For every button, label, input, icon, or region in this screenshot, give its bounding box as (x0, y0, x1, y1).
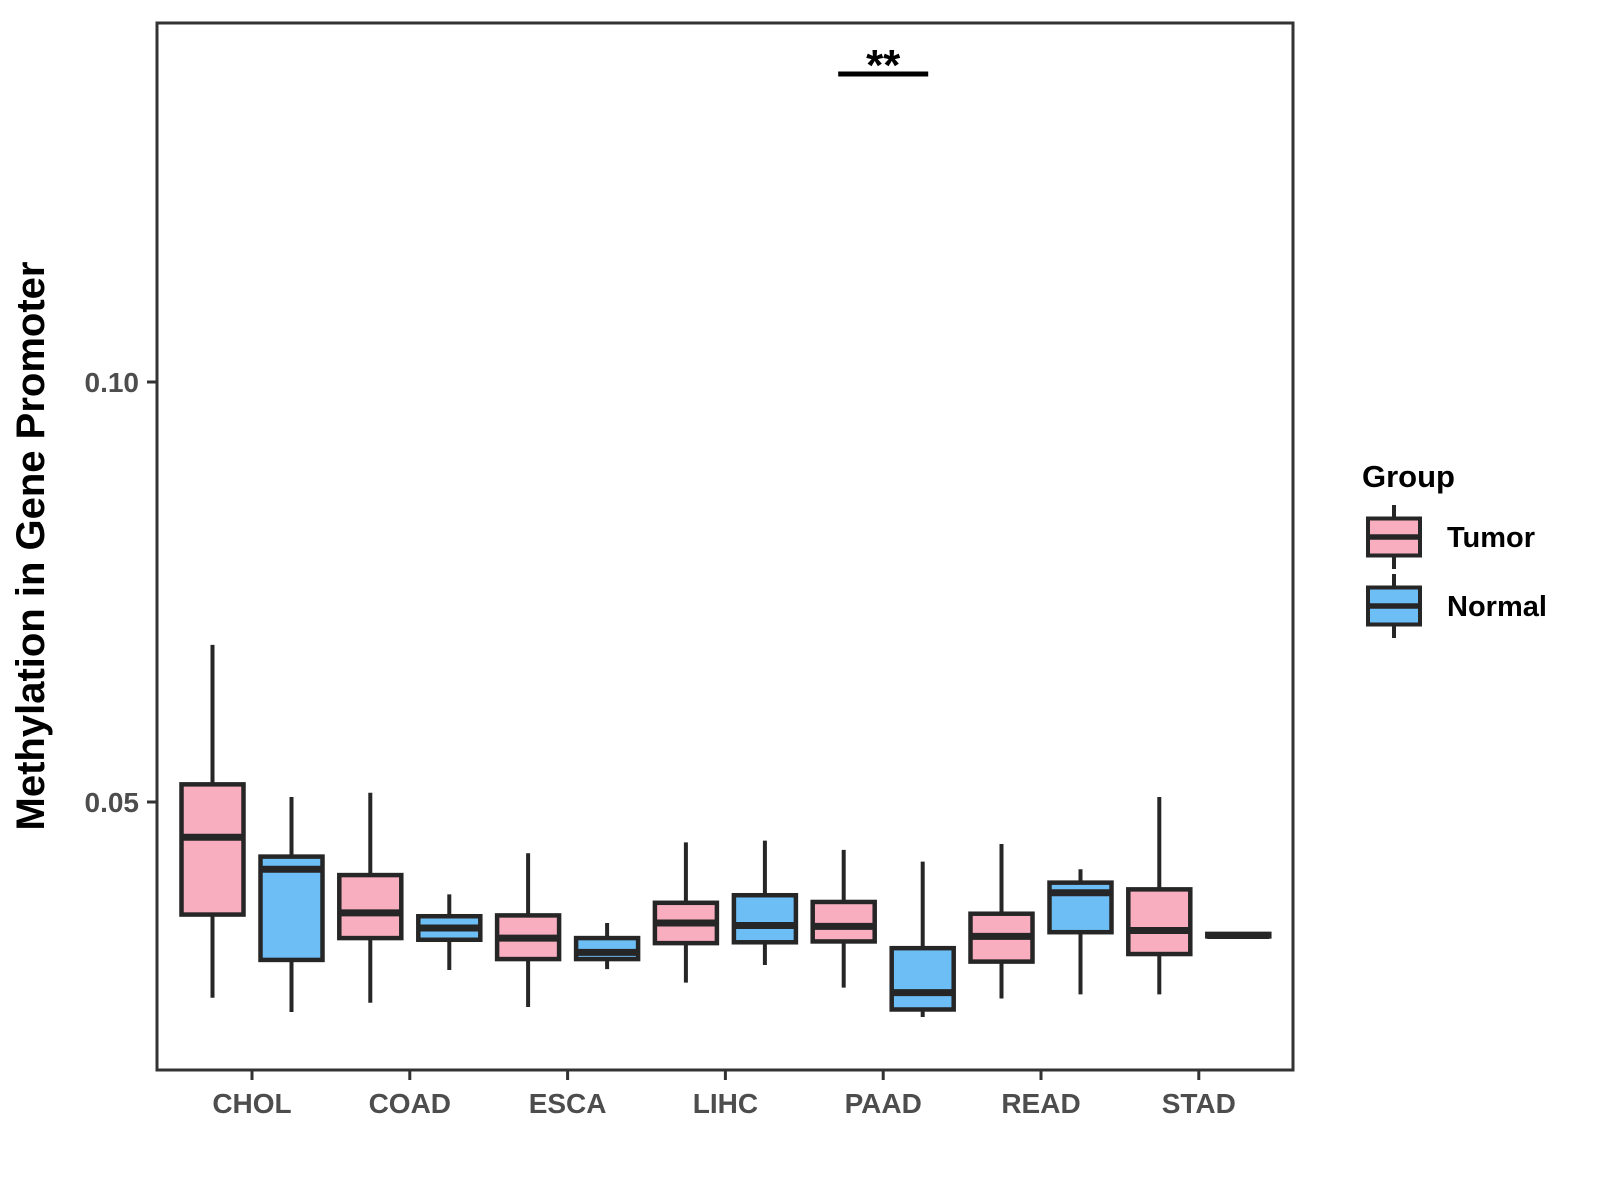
x-tick-label: PAAD (845, 1088, 922, 1119)
x-tick-label: READ (1001, 1088, 1080, 1119)
legend-key-tumor (1366, 505, 1422, 569)
x-tick-label: STAD (1162, 1088, 1236, 1119)
significance-label: ** (866, 41, 901, 90)
box-normal-esca (573, 935, 641, 962)
box-normal-lihc (731, 892, 799, 945)
box-normal-paad (889, 945, 956, 1012)
legend-label-tumor: Tumor (1447, 522, 1535, 554)
legend-label-normal: Normal (1447, 591, 1547, 623)
legend-key-normal (1366, 574, 1422, 638)
x-tick-label: COAD (369, 1088, 451, 1119)
box-tumor-coad (337, 872, 404, 941)
x-tick-label: ESCA (529, 1088, 607, 1119)
box-normal-chol (258, 854, 325, 963)
box-tumor-paad (810, 899, 877, 944)
y-tick-label: 0.10 (85, 367, 140, 398)
y-tick-label: 0.05 (85, 787, 140, 818)
box-tumor-stad (1126, 887, 1193, 957)
y-axis-title: Methylation in Gene Promoter (9, 262, 53, 831)
x-tick-label: CHOL (212, 1088, 291, 1119)
legend-title: Group (1362, 459, 1455, 494)
box-tumor-chol (179, 782, 246, 917)
panel-border (155, 21, 1295, 1072)
x-tick-label: LIHC (693, 1088, 758, 1119)
